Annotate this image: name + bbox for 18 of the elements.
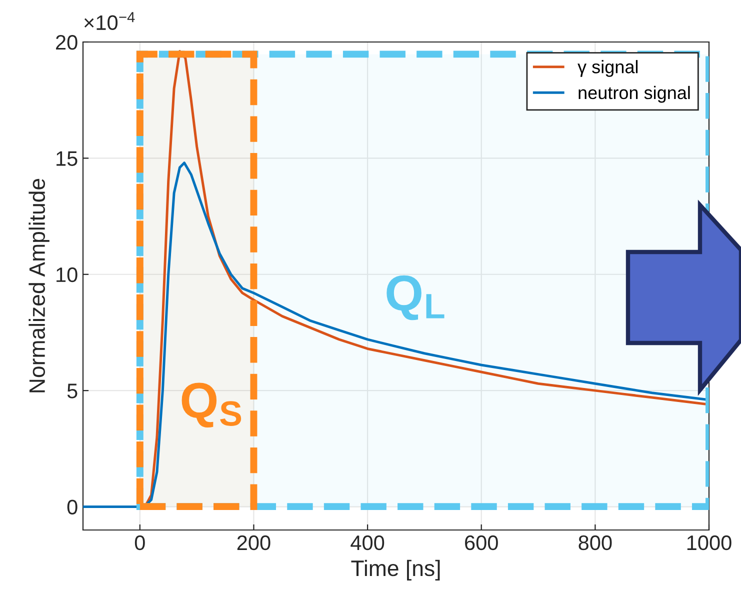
y-tick-label: 20 [56,35,78,50]
legend-label: neutron signal [578,86,690,103]
legend-label: γ signal [578,60,638,77]
text: ×10$^{−4}$ [84,12,135,30]
band-label: Q$_{L}$ [386,275,444,320]
x-tick-label: 400 [350,535,384,550]
y-axis-title: Normalized Amplitude [28,178,50,392]
x-axis-title: Time [ns] [351,560,440,581]
y-tick-label: 5 [67,384,78,398]
x-tick-label: 0 [134,535,145,550]
x-tick-label: 200 [237,535,270,550]
y-tick-label: 10 [56,267,78,282]
y-tick-label: 0 [67,500,78,515]
x-tick-label: 600 [465,535,498,550]
x-tick-label: 800 [578,535,612,550]
band-label: Q$_{S}$ [182,382,242,428]
y-tick-label: 15 [56,151,78,166]
x-tick-label: 1000 [687,535,732,550]
